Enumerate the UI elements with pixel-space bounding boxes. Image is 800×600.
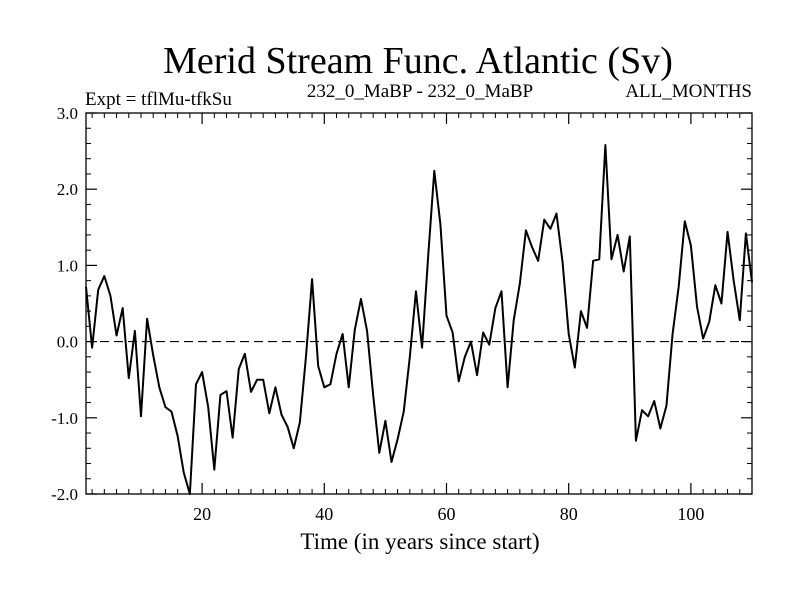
plot-frame	[85, 112, 753, 495]
x-tick-label: 20	[193, 504, 211, 524]
subtitle-months: ALL_MONTHS	[625, 81, 752, 102]
y-tick-label: -1.0	[51, 409, 78, 428]
series-line-1	[85, 144, 753, 495]
x-tick-label: 40	[315, 504, 333, 524]
x-tick-label: 80	[560, 504, 578, 524]
x-axis-label: Time (in years since start)	[300, 529, 539, 554]
y-tick-label: 0.0	[57, 333, 78, 352]
x-tick-label: 100	[677, 504, 704, 524]
subtitle-period: 232_0_MaBP - 232_0_MaBP	[307, 81, 533, 102]
chart-title: Merid Stream Func. Atlantic (Sv)	[163, 40, 673, 82]
x-tick-label: 60	[437, 504, 455, 524]
subtitle-experiment: Expt = tflMu-tfkSu	[85, 89, 232, 110]
y-tick-label: 3.0	[57, 104, 78, 123]
y-tick-label: -2.0	[51, 485, 78, 504]
y-tick-label: 2.0	[57, 180, 78, 199]
y-tick-label: 1.0	[57, 256, 78, 275]
